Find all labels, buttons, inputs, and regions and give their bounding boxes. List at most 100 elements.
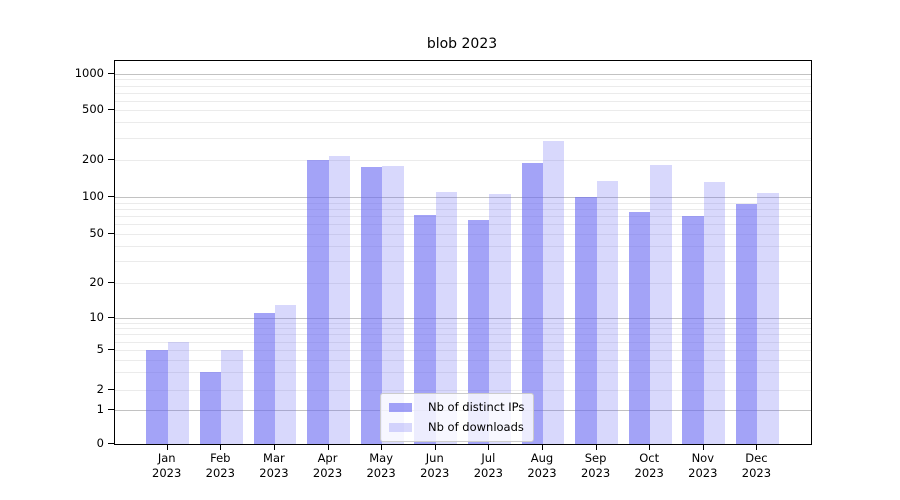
bar-downloads-oct: [650, 165, 672, 444]
bar-distinct-ips-jun: [414, 214, 436, 444]
gridline-minor-8: [115, 328, 811, 330]
bar-distinct-ips-may: [360, 167, 383, 444]
gridline-minor-3: [115, 372, 811, 374]
x-tick-mark-jul: [488, 444, 490, 450]
x-tick-mark-feb: [220, 444, 222, 450]
y-tick-mark-5: [108, 349, 114, 350]
gridline-minor-500: [115, 110, 811, 111]
bar-downloads-mar: [274, 304, 297, 444]
x-tick-label-sep: Sep 2023: [580, 451, 611, 480]
y-tick-label-5: 5: [96, 341, 104, 356]
x-tick-label-nov: Nov 2023: [688, 451, 718, 480]
gridline-minor-50: [115, 234, 811, 235]
legend-swatch-downloads: [389, 423, 412, 432]
gridline-minor-9: [115, 322, 811, 324]
gridline-minor-300: [115, 137, 811, 139]
x-tick-label-feb: Feb 2023: [205, 451, 235, 480]
bar-downloads-may: [382, 165, 404, 444]
gridline-minor-80: [115, 208, 811, 210]
gridline-minor-20: [115, 283, 811, 284]
gridline-minor-40: [115, 245, 811, 247]
bar-distinct-ips-dec: [736, 204, 758, 444]
legend-label-downloads: Nb of downloads: [428, 420, 524, 434]
y-tick-mark-20: [108, 282, 114, 283]
x-tick-mark-oct: [649, 444, 651, 450]
y-tick-mark-500: [108, 109, 114, 110]
x-tick-mark-mar: [273, 444, 275, 450]
gridline-major-10: [115, 318, 811, 319]
bar-distinct-ips-jul: [467, 220, 490, 444]
gridline-minor-900: [115, 79, 811, 81]
gridline-minor-7: [115, 334, 811, 336]
gridline-minor-200: [115, 160, 811, 161]
bar-distinct-ips-feb: [199, 372, 222, 444]
x-tick-label-apr: Apr 2023: [312, 451, 343, 480]
gridline-minor-600: [115, 100, 811, 102]
x-tick-label-mar: Mar 2023: [259, 451, 289, 480]
x-tick-mark-aug: [541, 444, 543, 450]
gridline-minor-90: [115, 202, 811, 204]
bar-distinct-ips-mar: [253, 313, 275, 444]
y-tick-mark-50: [108, 233, 114, 234]
plot-area: Nb of distinct IPs Nb of downloads: [114, 60, 812, 445]
gridline-minor-2: [115, 390, 811, 391]
gridline-major-100: [115, 197, 811, 198]
bar-downloads-apr: [328, 156, 350, 444]
x-tick-mark-apr: [327, 444, 329, 450]
x-tick-mark-may: [381, 444, 383, 450]
y-tick-mark-100: [108, 196, 114, 197]
gridline-minor-6: [115, 341, 811, 343]
x-tick-mark-dec: [756, 444, 758, 450]
y-tick-mark-10: [108, 317, 114, 318]
x-tick-label-aug: Aug 2023: [527, 451, 557, 480]
x-tick-mark-jan: [166, 444, 168, 450]
gridline-minor-60: [115, 224, 811, 226]
x-tick-label-jul: Jul 2023: [473, 451, 503, 480]
x-tick-mark-jun: [434, 444, 436, 450]
y-tick-label-1: 1: [96, 401, 104, 416]
y-tick-label-100: 100: [82, 188, 104, 203]
y-tick-mark-200: [108, 159, 114, 160]
bar-distinct-ips-jan: [146, 350, 168, 444]
bar-distinct-ips-nov: [682, 216, 704, 444]
y-tick-mark-2: [108, 389, 114, 390]
bar-downloads-feb: [221, 350, 243, 444]
gridline-minor-30: [115, 261, 811, 263]
y-tick-label-200: 200: [82, 151, 104, 166]
bar-distinct-ips-sep: [575, 197, 597, 444]
bar-downloads-nov: [703, 182, 726, 444]
y-tick-mark-1: [108, 409, 114, 410]
legend-label-distinct-ips: Nb of distinct IPs: [428, 400, 525, 414]
bar-distinct-ips-oct: [628, 211, 651, 444]
bar-downloads-jan: [167, 341, 190, 444]
chart-title: blob 2023: [426, 36, 498, 52]
y-tick-label-10: 10: [89, 309, 104, 324]
gridline-minor-70: [115, 216, 811, 218]
bar-downloads-dec: [757, 193, 779, 444]
y-tick-mark-0: [108, 443, 114, 444]
x-tick-label-may: May 2023: [366, 451, 396, 480]
bar-downloads-sep: [596, 181, 618, 444]
y-tick-mark-1000: [108, 73, 114, 74]
x-tick-label-jan: Jan 2023: [152, 451, 182, 480]
x-tick-label-oct: Oct 2023: [634, 451, 664, 480]
y-tick-label-500: 500: [82, 101, 104, 116]
x-tick-label-dec: Dec 2023: [741, 451, 772, 480]
legend-item-distinct-ips: Nb of distinct IPs: [389, 399, 524, 416]
gridline-major-1000: [115, 74, 811, 75]
x-tick-label-jun: Jun 2023: [420, 451, 450, 480]
bar-distinct-ips-aug: [521, 162, 543, 444]
bar-downloads-jul: [489, 193, 511, 444]
x-tick-mark-nov: [702, 444, 704, 450]
y-tick-label-0: 0: [96, 435, 104, 450]
gridline-minor-400: [115, 122, 811, 124]
gridline-minor-800: [115, 85, 811, 87]
y-tick-label-1000: 1000: [74, 65, 104, 80]
y-tick-label-50: 50: [89, 225, 104, 240]
gridline-minor-4: [115, 359, 811, 361]
x-tick-mark-sep: [595, 444, 597, 450]
bar-downloads-jun: [435, 191, 458, 444]
legend: Nb of distinct IPs Nb of downloads: [380, 393, 535, 442]
gridline-minor-700: [115, 92, 811, 94]
